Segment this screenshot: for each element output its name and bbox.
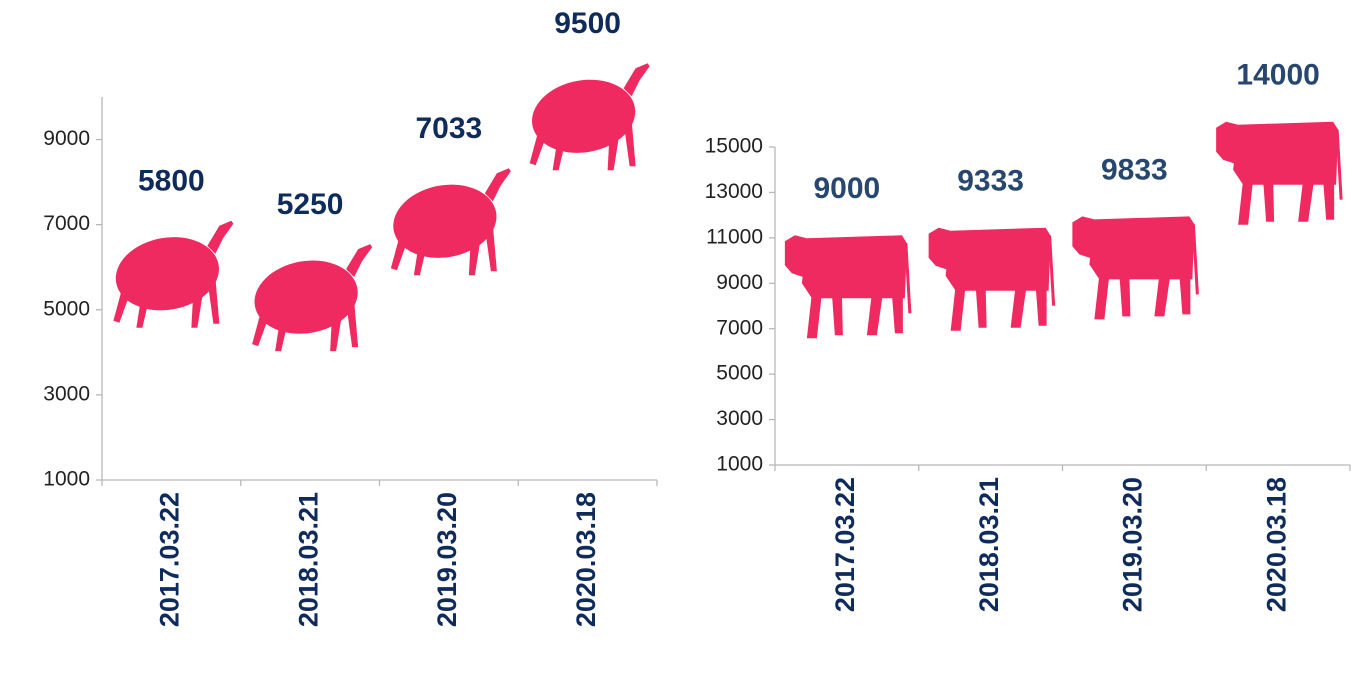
cow-icon (929, 228, 1054, 331)
sheep-body (526, 72, 641, 161)
y-tick-label: 7000 (43, 212, 90, 235)
cow-tail (1050, 236, 1054, 306)
cow-head (929, 228, 951, 271)
sheep-icon (249, 244, 372, 351)
value-label: 5250 (277, 188, 344, 221)
cow-tail (1193, 224, 1197, 294)
cow-icon (1216, 122, 1341, 225)
x-tick-label: 2017.03.22 (155, 492, 185, 627)
y-tick-label: 3000 (43, 382, 90, 405)
y-tick-label: 13000 (705, 180, 763, 203)
x-tick-label: 2020.03.18 (571, 492, 601, 627)
y-tick-label: 5000 (716, 362, 763, 385)
cow-legs (1238, 180, 1334, 225)
sheep-body (249, 253, 364, 342)
y-tick-label: 1000 (716, 453, 763, 476)
x-tick-label: 2018.03.21 (974, 477, 1004, 612)
value-label: 7033 (416, 112, 483, 145)
y-tick-label: 9000 (716, 271, 763, 294)
cow-legs (807, 293, 903, 338)
y-tick-label: 1000 (43, 468, 90, 491)
value-label: 9000 (814, 172, 881, 205)
sheep-head (485, 168, 511, 201)
sheep-head (346, 244, 372, 277)
value-label: 9833 (1101, 153, 1168, 186)
sheep-body (387, 177, 502, 266)
value-label: 5800 (138, 165, 205, 198)
y-tick-label: 15000 (705, 135, 763, 158)
cow-legs (951, 286, 1047, 331)
cow-body (1089, 216, 1194, 279)
cow-icon (785, 235, 910, 338)
value-label: 14000 (1236, 59, 1319, 92)
x-tick-label: 2020.03.18 (1261, 477, 1291, 612)
cow-icon (1072, 216, 1197, 319)
cow-legs (1094, 274, 1190, 319)
x-tick-label: 2017.03.22 (830, 477, 860, 612)
sheep-icon (110, 221, 233, 328)
value-label: 9500 (554, 7, 621, 40)
page: 1000 3000 5000 7000 9000 2017.03.22 5800 2018.0… (0, 0, 1351, 687)
cow-body (946, 228, 1051, 291)
cow-tail (906, 243, 910, 313)
cow-tail (1337, 130, 1341, 200)
cow-body (1233, 122, 1338, 185)
y-tick-label: 3000 (716, 407, 763, 430)
value-label: 9333 (957, 165, 1024, 198)
cow-head (1072, 216, 1094, 259)
y-tick-label: 5000 (43, 297, 90, 320)
y-tick-label: 7000 (716, 316, 763, 339)
sheep-body (110, 229, 225, 318)
sheep-icon (387, 168, 510, 275)
x-tick-label: 2019.03.20 (1118, 477, 1148, 612)
sheep-head (207, 221, 233, 254)
x-tick-label: 2018.03.21 (293, 492, 323, 627)
y-tick-label: 9000 (43, 127, 90, 150)
cow-head (785, 235, 807, 278)
x-tick-label: 2019.03.20 (432, 492, 462, 627)
cow-head (1216, 122, 1238, 165)
sheep-head (624, 63, 650, 96)
cow-body (802, 235, 907, 298)
y-tick-label: 11000 (706, 225, 763, 248)
sheep-icon (526, 63, 649, 170)
